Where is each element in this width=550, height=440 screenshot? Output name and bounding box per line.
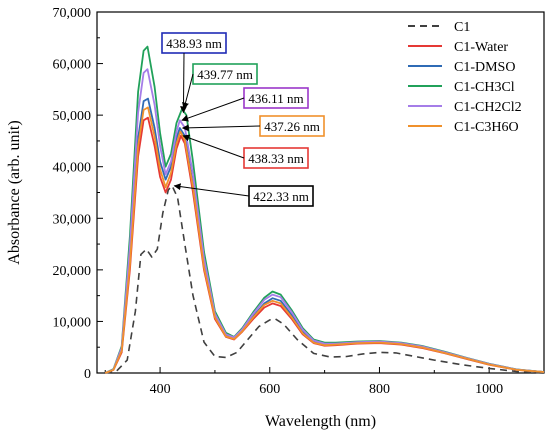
series-line-c1-ch3cl: [104, 45, 545, 374]
annotation-arrow: [182, 73, 194, 110]
y-tick-label: 10,000: [53, 315, 92, 330]
y-tick-label: 40,000: [53, 161, 92, 176]
y-tick-label: 20,000: [53, 264, 92, 279]
legend-label: C1-Water: [454, 40, 508, 55]
x-tick-label: 400: [150, 382, 171, 397]
series-line-c1-dmso: [104, 97, 545, 374]
annotation-label: 439.77 nm: [197, 67, 253, 82]
annotation-label: 422.33 nm: [253, 189, 309, 204]
y-tick-label: 30,000: [53, 212, 92, 227]
series-line-c1-ch2cl2: [104, 68, 545, 374]
x-axis-title: Wavelength (nm): [265, 413, 376, 430]
y-axis-title: Absorbance (arb. unit): [6, 120, 23, 264]
annotation-label: 438.93 nm: [166, 36, 222, 51]
annotation-arrow: [173, 183, 250, 197]
x-tick-label: 800: [369, 382, 390, 397]
legend-label: C1-CH2Cl2: [454, 100, 522, 115]
annotation-arrow: [181, 124, 261, 132]
annotation-box: [161, 32, 227, 54]
annotation-arrow: [179, 52, 187, 114]
legend-label: C1: [454, 20, 470, 35]
x-tick-label: 600: [259, 382, 280, 397]
series-line-c1: [105, 185, 545, 374]
y-tick-label: 0: [84, 367, 91, 382]
y-tick-label: 50,000: [53, 109, 92, 124]
legend-label: C1-C3H6O: [454, 120, 519, 135]
y-tick-label: 60,000: [53, 58, 92, 73]
series-line-c1-c3h6o: [104, 106, 545, 374]
annotation-label: 436.11 nm: [248, 91, 303, 106]
annotation-label: 437.26 nm: [264, 119, 320, 134]
annotation-arrow: [181, 97, 245, 122]
annotation-label: 438.33 nm: [248, 151, 304, 166]
x-tick-label: 1000: [475, 382, 503, 397]
legend-label: C1-CH3Cl: [454, 80, 515, 95]
y-tick-label: 70,000: [53, 6, 92, 21]
annotation-arrow: [182, 134, 245, 159]
legend-label: C1-DMSO: [454, 60, 515, 75]
